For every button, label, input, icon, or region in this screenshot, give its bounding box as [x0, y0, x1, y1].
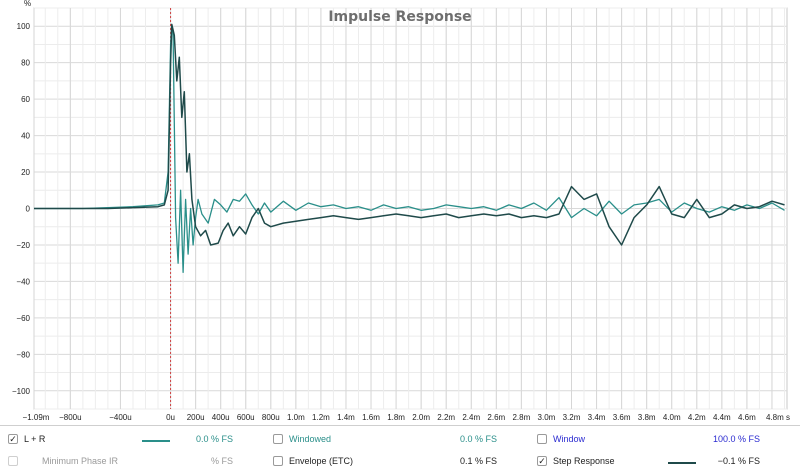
x-tick-label: 0u	[166, 413, 175, 422]
legend-panel: ✓ L + R 0.0 % FS Windowed 0.0 % FS Windo…	[0, 425, 800, 473]
x-tick-label: 2.8m	[512, 413, 530, 422]
window-value: 100.0 % FS	[712, 434, 760, 444]
impulse-response-chart[interactable]: 100 80 60 40 20 0 −20 −40 −60 −80 −100 −1.09m −800u…	[0, 0, 800, 425]
step-value: −0.1 % FS	[717, 456, 760, 466]
x-tick-label: 3.8m	[638, 413, 656, 422]
lr-value: 0.0 % FS	[195, 434, 233, 444]
x-tick-label: 4.6m	[738, 413, 756, 422]
legend-item-window[interactable]: Window	[537, 429, 585, 449]
x-tick-labels: −1.09m −800u −400u 0u 200u 400u 600u 800u 1.0m 1.…	[23, 413, 790, 422]
chart-title: Impulse Response	[328, 9, 471, 25]
y-tick-label: 100	[17, 22, 31, 31]
x-tick-label: 200u	[187, 413, 205, 422]
minphase-checkbox[interactable]	[8, 456, 18, 466]
y-tick-label: −60	[16, 314, 30, 323]
chart-svg[interactable]: 100 80 60 40 20 0 −20 −40 −60 −80 −100 −1.09m −800u…	[0, 0, 800, 425]
window-label: Window	[553, 434, 586, 444]
lr-swatch	[142, 440, 170, 442]
x-tick-label: 1.4m	[337, 413, 355, 422]
x-tick-label: 2.2m	[437, 413, 455, 422]
series-line-lr	[34, 25, 785, 273]
x-tick-label: 1.0m	[287, 413, 305, 422]
x-tick-label: 600u	[237, 413, 255, 422]
step-checkbox[interactable]: ✓	[537, 456, 547, 466]
x-tick-label: 2.0m	[412, 413, 430, 422]
x-tick-label: 4.8m s	[766, 413, 790, 422]
step-swatch	[668, 462, 696, 464]
legend-item-envelope[interactable]: Envelope (ETC)	[273, 451, 353, 471]
x-tick-label: 1.2m	[312, 413, 330, 422]
envelope-label: Envelope (ETC)	[289, 456, 354, 466]
series-lines	[34, 23, 785, 273]
x-tick-label: 4.4m	[713, 413, 731, 422]
minphase-label: Minimum Phase IR	[42, 456, 119, 466]
legend-item-step[interactable]: ✓ Step Response	[537, 451, 615, 471]
y-tick-label: 40	[21, 132, 30, 141]
minphase-value: % FS	[210, 456, 233, 466]
y-tick-label: 0	[26, 205, 31, 214]
window-checkbox[interactable]	[537, 434, 547, 444]
x-tick-label: 800u	[262, 413, 280, 422]
y-tick-label: 80	[21, 59, 30, 68]
x-tick-label: 400u	[212, 413, 230, 422]
x-tick-label: 2.6m	[487, 413, 505, 422]
y-tick-labels: 100 80 60 40 20 0 −20 −40 −60 −80 −100	[12, 22, 31, 396]
y-tick-label: −80	[16, 350, 30, 359]
x-tick-label: −800u	[59, 413, 81, 422]
x-tick-label: 3.4m	[588, 413, 606, 422]
legend-item-lr[interactable]: ✓ L + R	[8, 429, 45, 449]
x-tick-label: 1.8m	[387, 413, 405, 422]
envelope-value: 0.1 % FS	[459, 456, 497, 466]
x-tick-label: 1.6m	[362, 413, 380, 422]
x-tick-label: 4.2m	[688, 413, 706, 422]
windowed-label: Windowed	[289, 434, 332, 444]
x-tick-label: 2.4m	[462, 413, 480, 422]
y-axis-unit: %	[24, 0, 31, 8]
lr-checkbox[interactable]: ✓	[8, 434, 18, 444]
x-tick-label: 3.2m	[563, 413, 581, 422]
lr-label: L + R	[24, 434, 46, 444]
windowed-checkbox[interactable]	[273, 434, 283, 444]
x-tick-label: −400u	[109, 413, 131, 422]
y-tick-label: 20	[21, 168, 30, 177]
x-tick-label: 3.6m	[613, 413, 631, 422]
series-line-step	[34, 23, 785, 246]
y-tick-label: −40	[16, 277, 30, 286]
windowed-value: 0.0 % FS	[459, 434, 497, 444]
y-tick-label: −100	[12, 387, 31, 396]
grid-lines	[33, 7, 788, 410]
x-tick-label: 4.0m	[663, 413, 681, 422]
y-tick-label: 60	[21, 95, 30, 104]
envelope-checkbox[interactable]	[273, 456, 283, 466]
legend-item-minphase[interactable]: Minimum Phase IR	[8, 451, 118, 471]
step-label: Step Response	[553, 456, 615, 466]
legend-item-windowed[interactable]: Windowed	[273, 429, 331, 449]
x-tick-label: 3.0m	[538, 413, 556, 422]
y-tick-label: −20	[16, 241, 30, 250]
x-tick-label: −1.09m	[23, 413, 50, 422]
